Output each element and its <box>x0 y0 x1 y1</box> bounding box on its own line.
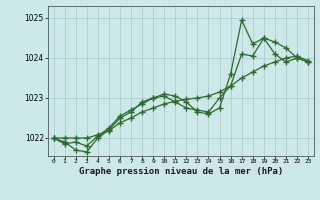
X-axis label: Graphe pression niveau de la mer (hPa): Graphe pression niveau de la mer (hPa) <box>79 167 283 176</box>
